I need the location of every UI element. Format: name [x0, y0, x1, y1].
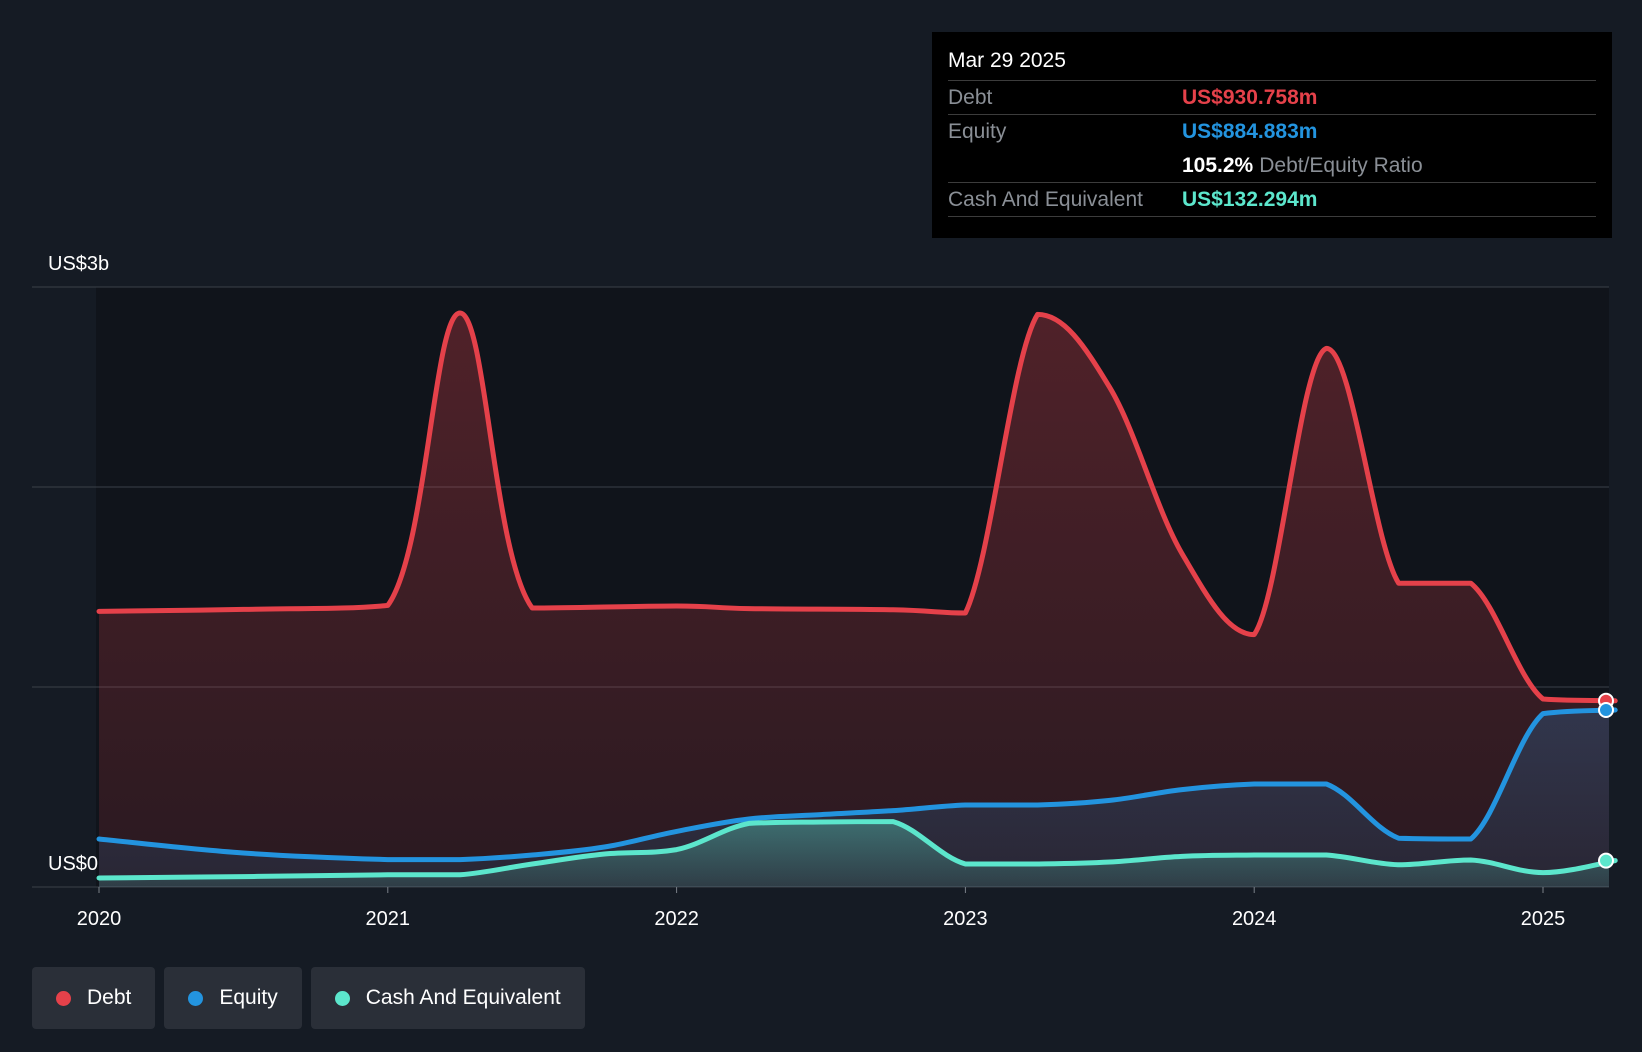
tooltip-equity-row: Equity US$884.883m [948, 115, 1596, 149]
cash-and-equivalent-line [96, 819, 1618, 881]
tooltip-debt-value: US$930.758m [1182, 86, 1318, 109]
tooltip-equity-label: Equity [948, 120, 1007, 143]
x-tick-label: 2021 [366, 908, 411, 930]
tooltip-cash-row: Cash And Equivalent US$132.294m [948, 183, 1596, 217]
legend-item-debt[interactable]: Debt [32, 967, 156, 1029]
x-tick-label: 2022 [654, 908, 699, 930]
tooltip-cash-label: Cash And Equivalent [948, 188, 1143, 211]
legend-item-cash[interactable]: Cash And Equivalent [310, 967, 585, 1029]
x-tick-label: 2024 [1232, 908, 1277, 930]
legend-cash-label: Cash And Equivalent [365, 986, 561, 1009]
cash-dot-icon [334, 990, 350, 1006]
tooltip-ratio-value: 105.2% [1182, 154, 1254, 177]
legend-item-equity[interactable]: Equity [164, 967, 302, 1029]
x-tick-label: 2020 [77, 908, 122, 930]
tooltip-date: Mar 29 2025 [948, 46, 1596, 81]
tooltip-ratio-row: 105.2% Debt/Equity Ratio [948, 149, 1596, 183]
debt-area [99, 313, 1616, 887]
debt-dot-icon [56, 990, 71, 1006]
cash-and-equivalent-end-marker [1598, 852, 1614, 869]
debt-line [96, 310, 1618, 704]
x-tick-label: 2023 [943, 908, 988, 930]
y-axis-top-label: US$3b [48, 253, 109, 275]
y-axis-bottom-label: US$0 [48, 853, 98, 875]
equity-dot-icon [188, 990, 204, 1006]
tooltip-debt-row: Debt US$930.758m [948, 81, 1596, 115]
data-tooltip: Mar 29 2025 Debt US$930.758m Equity US$8… [932, 32, 1612, 238]
legend-equity-label: Equity [219, 986, 278, 1009]
tooltip-ratio-label: Debt/Equity Ratio [1259, 154, 1423, 177]
chart-legend: Debt Equity Cash And Equivalent [32, 967, 585, 1029]
legend-debt-label: Debt [87, 986, 132, 1009]
tooltip-cash-value: US$132.294m [1182, 188, 1318, 211]
x-tick-label: 2025 [1521, 908, 1566, 930]
equity-end-marker [1598, 702, 1614, 718]
equity-area [99, 710, 1616, 887]
tooltip-debt-label: Debt [948, 86, 993, 109]
equity-line [96, 707, 1618, 863]
cash-and-equivalent-area [99, 821, 1616, 887]
tooltip-equity-value: US$884.883m [1182, 120, 1318, 143]
